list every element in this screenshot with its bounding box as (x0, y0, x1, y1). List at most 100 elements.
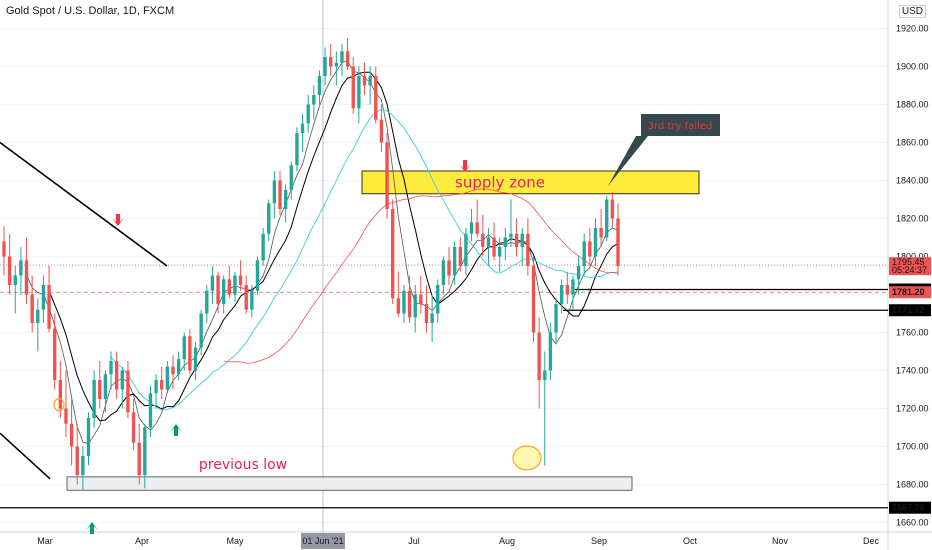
highlight-circle-small (53, 398, 65, 412)
candle-body (599, 228, 603, 238)
candle-body (509, 233, 513, 238)
time-tick-label: Oct (683, 536, 698, 546)
candle-body (571, 279, 575, 295)
candle-body (154, 380, 158, 394)
candle-body (537, 332, 541, 380)
candle-body (503, 237, 508, 247)
candle-body (199, 313, 203, 348)
candle-body (526, 233, 530, 266)
callout-bubble (608, 114, 720, 186)
candle-body (362, 76, 367, 86)
candle-body (559, 285, 564, 304)
chart-grid (0, 28, 888, 523)
candle-body (221, 279, 226, 304)
ema-cyan-line (110, 108, 619, 411)
candle-body (345, 51, 350, 67)
candle-body (413, 294, 417, 318)
candle-body (75, 446, 79, 475)
candle-body (543, 370, 547, 380)
candle-body (588, 241, 592, 257)
candle-body (188, 336, 192, 371)
candle-body (103, 374, 108, 399)
candle-body (531, 266, 536, 333)
candle-body (160, 380, 164, 390)
candle-body (143, 427, 147, 475)
time-tick-label: Dec (863, 536, 880, 546)
price-label-box (889, 501, 931, 514)
candle-body (182, 336, 186, 360)
candle-body (7, 256, 12, 285)
candle-body (227, 279, 232, 295)
candle-body (593, 228, 598, 257)
time-axis: Mar Apr May 01 Jun '21 Jul Aug Sep Oct Nov Dec (37, 533, 879, 549)
sell-arrow-icon (459, 160, 471, 172)
candle-body (148, 393, 153, 428)
candle-body (351, 66, 355, 109)
candle-body (458, 247, 462, 266)
candle-body (374, 76, 378, 120)
candle-body (2, 241, 6, 257)
price-axis: 1660.00 1680.00 1700.00 1720.00 1740.00 1760.… (896, 24, 929, 528)
candle-body (47, 285, 51, 329)
time-tick-label: Apr (135, 536, 149, 546)
candle-body (289, 165, 293, 190)
candle-body (379, 119, 384, 143)
price-tick-label: 1700.00 (896, 442, 929, 452)
price-tick-label: 1760.00 (896, 328, 929, 338)
callout-label: 3rd try failed (648, 121, 713, 132)
candle-body (171, 366, 175, 375)
candle-body (120, 370, 124, 390)
lower-trend-line (0, 432, 51, 480)
candle-body (334, 62, 339, 67)
candle-body (283, 190, 288, 209)
candle-body (255, 260, 260, 291)
candle-body (64, 408, 68, 424)
candle-body (261, 233, 265, 261)
candle-body (210, 275, 215, 291)
time-tick-label: 01 Jun '21 (302, 536, 343, 546)
candle-body (137, 442, 141, 475)
trend-lines (0, 141, 542, 480)
candle-body (520, 233, 524, 247)
price-label-box (889, 304, 931, 317)
candle-body (396, 298, 401, 314)
candle-body (233, 275, 237, 295)
candle-body (452, 247, 457, 276)
candle-body (447, 260, 451, 276)
candle-body (176, 359, 181, 375)
currency-badge[interactable]: USD (898, 5, 926, 18)
supply-zone-label: supply zone (455, 173, 545, 191)
candle-body (436, 285, 440, 314)
time-tick-label: Nov (772, 536, 789, 546)
price-tick-label: 1840.00 (896, 176, 929, 186)
candle-body (165, 366, 170, 390)
ema-red-line (223, 188, 619, 364)
candle-body (340, 51, 344, 63)
candle-body (514, 233, 519, 247)
candle-body (86, 418, 91, 456)
highlight-ellipse-low (512, 445, 542, 471)
candle-body (407, 290, 412, 318)
last-price-value: 1795.45 (892, 257, 925, 267)
candle-body (475, 222, 479, 234)
candle-body (576, 266, 581, 280)
candle-body (205, 290, 209, 314)
candle-body (267, 203, 271, 234)
date-highlight (301, 533, 345, 549)
candle-body (481, 233, 485, 247)
annotation-zones (66, 170, 700, 491)
symbol-title: Gold Spot / U.S. Dollar, 1D, FXCM (6, 5, 175, 17)
candle-body (498, 247, 502, 257)
candle-body (329, 57, 333, 67)
price-tick-label: 1680.00 (896, 480, 929, 490)
candle-body (69, 423, 74, 447)
price-tick-label: 1880.00 (896, 100, 929, 110)
candle-body (441, 260, 446, 285)
candle-body (548, 332, 553, 371)
candle-body (98, 380, 102, 399)
candle-body (81, 456, 85, 475)
time-tick-label: Jul (408, 536, 420, 546)
last-price-label (889, 257, 931, 276)
